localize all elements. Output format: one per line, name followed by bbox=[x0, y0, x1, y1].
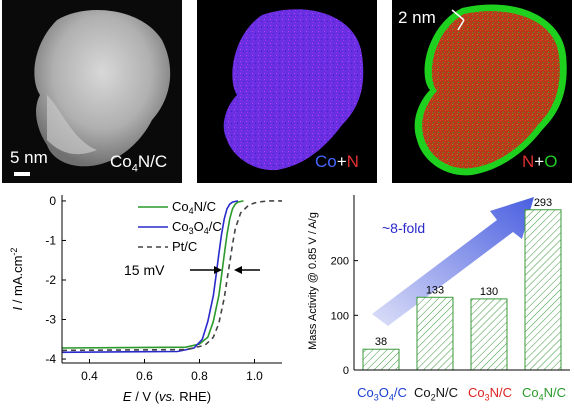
overpotential-arrows bbox=[190, 266, 260, 274]
bar-value-label: 133 bbox=[426, 284, 444, 296]
bar-2 bbox=[470, 298, 508, 371]
polarization-chart: 0.4 0.6 0.8 1.0 0 -1 -2 -3 -4 I / mA.cm-2 E / V … bbox=[9, 194, 282, 404]
legend: Co4N/C Co3O4/C Pt/C bbox=[138, 199, 222, 254]
x-axis-label: E / V (vs. RHE) bbox=[123, 389, 211, 404]
bar-value-label: 293 bbox=[534, 197, 552, 209]
y-tick-label: -4 bbox=[45, 352, 56, 366]
co-n-label: Co+N bbox=[315, 152, 359, 171]
bar-3 bbox=[524, 209, 562, 371]
y-tick-label: -1 bbox=[45, 233, 56, 247]
bar-y-tick-label: 100 bbox=[331, 310, 349, 322]
fold-arrow bbox=[372, 197, 534, 326]
y-tick-label: 0 bbox=[49, 194, 56, 208]
fold-annotation: ~8-fold bbox=[382, 220, 425, 236]
co-n-elemental-map bbox=[197, 0, 377, 183]
x-tick-label: 0.4 bbox=[81, 369, 98, 383]
n-o-elemental-map bbox=[392, 0, 572, 183]
legend-label-co3o4: Co3O4/C bbox=[172, 219, 222, 236]
shell-thickness-label: 2 nm bbox=[398, 8, 436, 27]
scalebar-label: 5 nm bbox=[10, 148, 48, 167]
bar-plot-area: 38 133 130 293 bbox=[362, 197, 562, 371]
legend-label-co4n: Co4N/C bbox=[172, 199, 216, 216]
x-tick-label: 0.8 bbox=[191, 369, 208, 383]
x-tick-label: 1.0 bbox=[246, 369, 263, 383]
line-axes: 0.4 0.6 0.8 1.0 0 -1 -2 -3 -4 bbox=[45, 194, 282, 383]
bar-axes: 0 100 200 bbox=[331, 195, 570, 377]
bar-value-label: 130 bbox=[480, 286, 498, 298]
haadf-image bbox=[2, 0, 182, 183]
series-line-1 bbox=[61, 200, 239, 354]
bar-y-tick-label: 200 bbox=[331, 256, 349, 268]
n-o-label: N+O bbox=[522, 152, 558, 171]
overpotential-annotation: 15 mV bbox=[124, 262, 165, 278]
mass-activity-chart: ~8-fold 38 133 130 293 0 100 200 Mass Activit… bbox=[307, 195, 570, 377]
y-axis-label: I / mA.cm-2 bbox=[9, 248, 25, 311]
bar-category-label: Co3N/C bbox=[467, 385, 513, 403]
bar-category-label: Co3O4/C bbox=[357, 385, 407, 403]
haadf-image-panel: 5 nm Co4N/C bbox=[2, 0, 182, 183]
bar-value-label: 38 bbox=[375, 336, 387, 348]
line-plot-area bbox=[61, 200, 282, 354]
series-line-0 bbox=[61, 200, 244, 349]
bar-0 bbox=[362, 348, 400, 371]
y-tick-label: -2 bbox=[45, 273, 56, 287]
bar-category-label: Co2N/C bbox=[413, 385, 459, 403]
haadf-label: Co4N/C bbox=[110, 152, 168, 175]
y-tick-label: -3 bbox=[45, 313, 56, 327]
bar-y-axis-label: Mass Activity @ 0.85 V / A/g bbox=[307, 212, 319, 350]
no-map-panel: 2 nm N+O bbox=[392, 0, 572, 183]
con-map-panel: Co+N bbox=[197, 0, 377, 183]
scale-bar bbox=[14, 172, 30, 176]
bar-1 bbox=[416, 296, 454, 371]
series-line-2 bbox=[61, 200, 282, 352]
bar-category-label: Co4N/C bbox=[521, 385, 567, 403]
legend-label-ptc: Pt/C bbox=[172, 239, 197, 254]
x-tick-label: 0.6 bbox=[136, 369, 153, 383]
bar-y-tick-label: 0 bbox=[343, 365, 349, 377]
